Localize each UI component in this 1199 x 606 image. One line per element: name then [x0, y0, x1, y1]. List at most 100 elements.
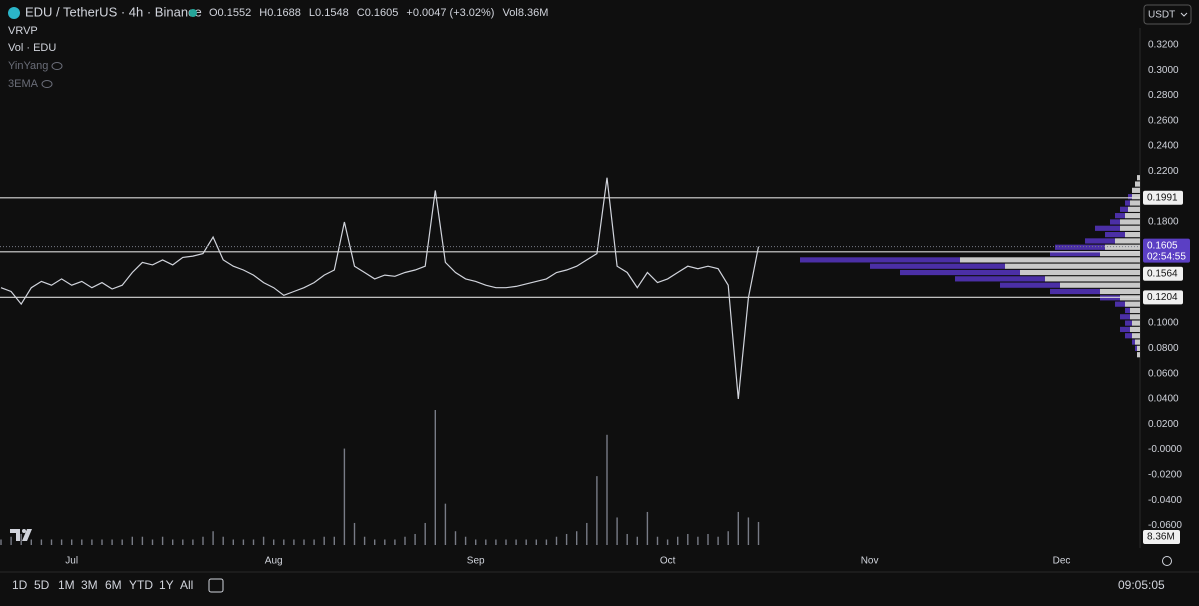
y-tick-label: 0.2600	[1148, 115, 1179, 126]
level-label-box	[1143, 290, 1183, 305]
volume-bar	[91, 539, 93, 545]
volume-bar	[60, 539, 63, 545]
volume-bar	[687, 533, 689, 545]
volume-bar	[677, 536, 679, 545]
visibility-icon[interactable]	[41, 80, 53, 88]
volume-bar	[0, 539, 2, 545]
volume-bar	[475, 539, 477, 545]
profile-bar	[1120, 219, 1140, 225]
volume-bar	[313, 539, 315, 545]
profile-bar	[1125, 200, 1130, 206]
market-status	[189, 9, 197, 17]
volume-bar	[404, 536, 406, 545]
volume-bar	[434, 410, 436, 545]
timeframe-button[interactable]: 1D	[12, 578, 28, 592]
calendar-icon[interactable]	[208, 578, 224, 593]
volume-bar	[515, 539, 517, 545]
timeframe-button[interactable]: 6M	[105, 578, 122, 592]
settings-icon[interactable]	[1162, 556, 1172, 566]
volume-bar	[151, 539, 154, 545]
indicator[interactable]: 3EMA	[8, 78, 39, 90]
volume-bar	[505, 539, 507, 545]
profile-bar	[1125, 301, 1140, 307]
volume-bar	[656, 536, 659, 545]
profile-bar	[1128, 206, 1140, 212]
visibility-icon[interactable]	[51, 62, 63, 70]
profile-bar	[1000, 282, 1060, 288]
clock[interactable]: 09:05:05	[1118, 578, 1165, 592]
timeframe-button[interactable]: 1M	[58, 578, 75, 592]
indicator[interactable]: YinYang	[8, 60, 48, 72]
volume-bar	[71, 539, 73, 545]
volume-bar	[535, 539, 537, 545]
indicator[interactable]: Vol · EDU	[8, 42, 56, 54]
volume-bar	[192, 539, 194, 545]
y-tick-label: -0.0400	[1148, 495, 1182, 506]
symbol-title[interactable]: EDU / TetherUS · 4h · Binance	[25, 4, 202, 19]
level-label: 0.1204	[1147, 292, 1178, 303]
currency-select[interactable]	[1143, 4, 1192, 25]
volume-bar	[242, 539, 245, 545]
indicator[interactable]: VRVP	[8, 25, 38, 37]
profile-bar	[1100, 288, 1140, 295]
profile-bar	[800, 257, 960, 263]
currency[interactable]: USDT	[1148, 10, 1175, 21]
volume: Vol8.36M	[503, 7, 549, 19]
y-tick-label: 0.1000	[1148, 318, 1179, 329]
profile-bar	[1132, 187, 1140, 193]
price-line	[0, 177, 760, 400]
profile-bar	[1120, 314, 1130, 320]
timeframe-button[interactable]: 5D	[34, 578, 50, 592]
volume-bar	[30, 539, 32, 545]
volume-label: 8.36M	[1147, 532, 1175, 543]
volume-bar	[182, 539, 184, 545]
y-tick-label: 0.0600	[1148, 368, 1179, 379]
volume-bar	[101, 539, 103, 545]
volume-bar	[394, 539, 396, 545]
profile-bar	[1137, 345, 1140, 351]
y-tick-label: 0.0200	[1148, 419, 1179, 430]
profile-bar	[1135, 181, 1140, 187]
volume-bar	[697, 536, 699, 545]
level-label-box	[1143, 266, 1183, 281]
timeframe-button[interactable]: YTD	[129, 578, 153, 592]
profile-bar	[1130, 326, 1140, 333]
volume-bar	[232, 539, 234, 545]
x-tick-label: Jul	[65, 556, 78, 567]
x-tick-label: Aug	[265, 556, 283, 567]
profile-bar	[1060, 282, 1140, 288]
profile-bar	[1130, 314, 1140, 320]
timeframe-button[interactable]: All	[180, 578, 193, 592]
y-tick-label: 0.0400	[1148, 394, 1179, 405]
profile-bar	[1110, 219, 1120, 225]
volume-bar	[565, 533, 568, 545]
volume-bar	[606, 434, 608, 545]
y-tick-label: 0.0800	[1148, 343, 1179, 354]
volume-bar	[81, 539, 83, 545]
profile-bar	[1005, 263, 1140, 269]
volume-bar	[555, 536, 558, 545]
profile-bar	[1125, 307, 1130, 314]
timeframe-button[interactable]: 3M	[81, 578, 98, 592]
volume-bar	[131, 536, 133, 545]
volume-bar	[717, 536, 719, 545]
volume-bar	[222, 536, 224, 545]
tv-logo	[10, 529, 32, 541]
volume-bar	[10, 536, 12, 545]
profile-bar	[1135, 345, 1137, 351]
profile-bar	[1120, 225, 1140, 231]
volume-bar	[666, 539, 669, 545]
tv-logo-dot	[22, 529, 26, 533]
x-tick-label: Oct	[660, 556, 676, 567]
y-tick-label: 0.3200	[1148, 40, 1179, 51]
volume-bar	[293, 539, 295, 545]
volume-bar	[495, 539, 497, 545]
timeframe-button[interactable]: 1Y	[159, 578, 174, 592]
volume-bar	[596, 476, 598, 545]
volume-bar	[343, 448, 346, 545]
volume-bar	[545, 539, 548, 545]
volume-bar	[747, 517, 750, 545]
volume-bar	[454, 531, 457, 545]
profile-bar	[1132, 194, 1140, 200]
